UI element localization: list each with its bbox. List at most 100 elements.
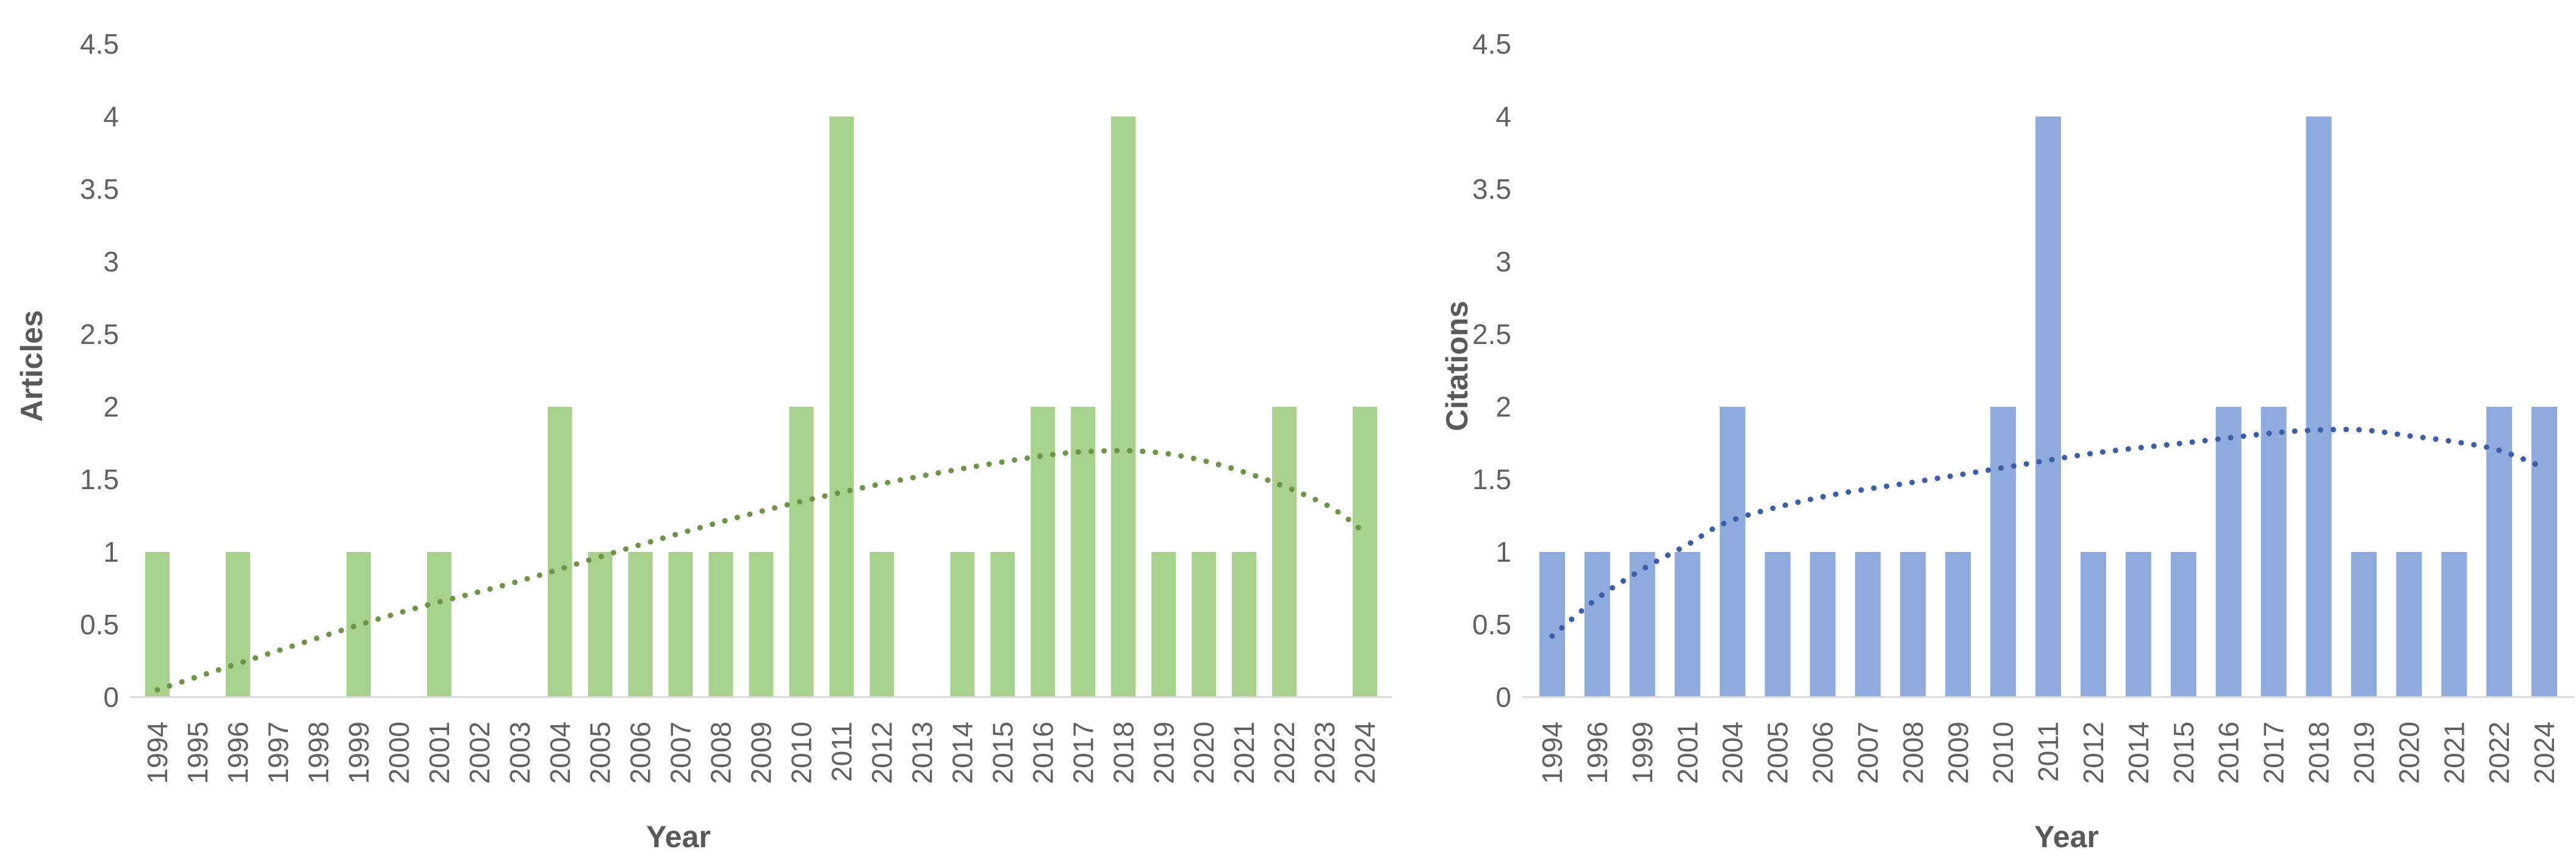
bar-2024	[2531, 407, 2558, 697]
articles-y-axis-title: Articles	[15, 310, 49, 422]
bar-2001	[426, 552, 452, 697]
bar-1996	[1584, 552, 1610, 697]
y-tick-label-1: 1	[103, 536, 119, 568]
bar-2017	[1071, 407, 1096, 697]
x-tick-label-2011: 2011	[2032, 722, 2064, 782]
y-tick-label-2: 2	[1495, 391, 1511, 423]
x-tick-label-2017: 2017	[2258, 722, 2290, 784]
x-tick-label-2007: 2007	[1852, 722, 1883, 784]
x-tick-label-2013: 2013	[906, 722, 938, 784]
bar-2021	[1232, 552, 1257, 697]
x-tick-label-2016: 2016	[1027, 722, 1059, 784]
bar-2005	[1765, 552, 1791, 697]
bar-2022	[1272, 407, 1297, 697]
bar-2021	[2441, 552, 2467, 697]
bar-2022	[2486, 407, 2513, 697]
bar-2019	[2351, 552, 2377, 697]
x-tick-label-2018: 2018	[1107, 722, 1139, 784]
bar-1996	[225, 552, 250, 697]
bar-2024	[1353, 407, 1378, 697]
trendline	[1549, 426, 2547, 639]
y-tick-label-4.5: 4.5	[1472, 28, 1511, 60]
x-tick-label-1999: 1999	[1627, 722, 1658, 784]
x-tick-label-2006: 2006	[1807, 722, 1839, 784]
x-tick-label-2017: 2017	[1067, 722, 1099, 784]
bar-1994	[1539, 552, 1565, 697]
x-tick-label-2019: 2019	[1148, 722, 1179, 784]
x-tick-label-2015: 2015	[2168, 722, 2200, 784]
bar-2009	[749, 552, 774, 697]
bar-2008	[708, 552, 733, 697]
bar-2006	[628, 552, 653, 697]
x-tick-label-2002: 2002	[464, 722, 495, 784]
bar-2020	[2396, 552, 2422, 697]
bar-2010	[789, 407, 814, 697]
x-tick-label-2023: 2023	[1309, 722, 1340, 784]
x-tick-label-2009: 2009	[746, 722, 777, 784]
x-tick-label-2018: 2018	[2303, 722, 2335, 784]
bar-2007	[1855, 552, 1881, 697]
bar-2015	[990, 552, 1015, 697]
x-tick-label-2012: 2012	[866, 722, 898, 784]
x-tick-label-2004: 2004	[544, 722, 576, 784]
y-tick-label-1.5: 1.5	[1472, 464, 1511, 495]
citations-x-axis-title: Year	[2034, 820, 2099, 854]
y-tick-label-1: 1	[1495, 536, 1511, 568]
x-tick-label-2014: 2014	[946, 722, 978, 784]
x-tick-label-2008: 2008	[1897, 722, 1929, 784]
x-tick-label-2022: 2022	[2483, 722, 2515, 784]
bar-1994	[145, 552, 170, 697]
x-tick-label-2019: 2019	[2348, 722, 2380, 784]
citations-chart-panel: 0 0.5 1 1.5 2 2.5 3 3.5 4 4.5 1994 1996 1999 2001 2004…	[1398, 0, 2576, 863]
y-tick-label-0.5: 0.5	[1472, 609, 1511, 640]
x-tick-label-2012: 2012	[2078, 722, 2109, 784]
bar-2012	[869, 552, 894, 697]
y-tick-label-2: 2	[103, 391, 119, 423]
x-tick-label-2010: 2010	[786, 722, 818, 784]
bar-2006	[1810, 552, 1836, 697]
x-tick-label-1994: 1994	[1536, 722, 1568, 784]
x-tick-label-2009: 2009	[1942, 722, 1974, 784]
x-tick-label-1997: 1997	[262, 722, 294, 784]
y-tick-label-3.5: 3.5	[1472, 173, 1511, 205]
y-tick-label-0.5: 0.5	[80, 609, 119, 640]
x-tick-label-2020: 2020	[2393, 722, 2425, 784]
bar-2011	[829, 116, 854, 697]
y-tick-label-0: 0	[103, 681, 119, 713]
x-tick-label-2001: 2001	[1672, 722, 1704, 784]
y-tick-label-2.5: 2.5	[1472, 318, 1511, 350]
y-tick-label-0: 0	[1495, 681, 1511, 713]
bar-2005	[588, 552, 613, 697]
bar-2010	[1990, 407, 2017, 697]
x-tick-label-2024: 2024	[2528, 722, 2560, 784]
x-tick-label-2006: 2006	[625, 722, 657, 784]
bar-2014	[950, 552, 975, 697]
x-tick-label-2021: 2021	[1228, 722, 1260, 784]
citations-y-axis-title: Citations	[1440, 301, 1474, 431]
bar-2012	[2080, 552, 2106, 697]
bar-2009	[1945, 552, 1971, 697]
x-tick-label-2020: 2020	[1188, 722, 1220, 784]
x-tick-label-1996: 1996	[222, 722, 254, 784]
bar-2016	[1031, 407, 1056, 697]
x-tick-label-2003: 2003	[504, 722, 536, 784]
articles-x-axis-title: Year	[646, 820, 711, 854]
x-tick-label-2001: 2001	[423, 722, 455, 784]
y-tick-label-3.5: 3.5	[80, 173, 119, 205]
x-tick-label-2024: 2024	[1349, 722, 1381, 784]
x-tick-label-2010: 2010	[1987, 722, 2019, 784]
y-tick-label-4.5: 4.5	[80, 28, 119, 60]
x-tick-label-2000: 2000	[383, 722, 415, 784]
x-tick-label-1996: 1996	[1581, 722, 1613, 784]
x-tick-label-1998: 1998	[303, 722, 334, 784]
x-tick-label-2007: 2007	[665, 722, 697, 784]
x-tick-label-2014: 2014	[2123, 722, 2154, 784]
x-tick-label-2021: 2021	[2438, 722, 2470, 784]
bar-2016	[2215, 407, 2242, 697]
y-tick-label-3: 3	[103, 246, 119, 278]
bar-2015	[2170, 552, 2196, 697]
y-tick-label-3: 3	[1495, 246, 1511, 278]
bar-2018	[2306, 116, 2332, 697]
y-tick-label-4: 4	[103, 101, 119, 132]
bar-2014	[2125, 552, 2151, 697]
